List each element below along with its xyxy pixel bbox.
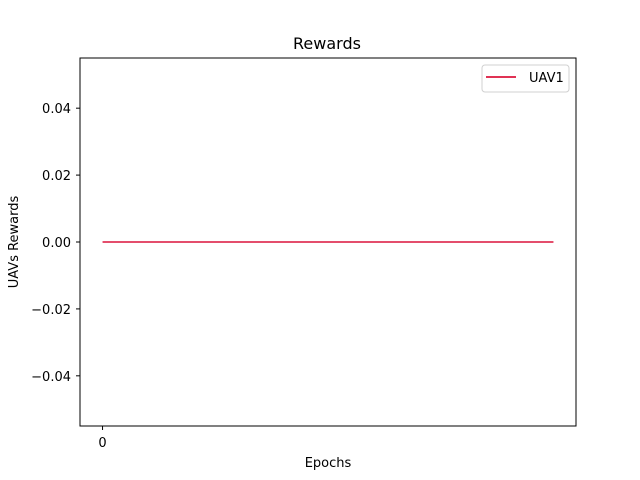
y-tick-label: −0.02 <box>31 303 71 318</box>
y-tick-label: 0.02 <box>42 169 71 184</box>
legend-label-uav1: UAV1 <box>529 71 564 86</box>
chart-title: Rewards <box>293 34 361 53</box>
legend: UAV1 <box>481 64 570 93</box>
y-axis-label: UAVs Rewards <box>7 195 22 288</box>
y-tick-label: −0.04 <box>31 370 71 385</box>
y-tick-label: 0.00 <box>42 236 71 251</box>
y-tick-label: 0.04 <box>42 102 71 117</box>
x-axis-label: Epochs <box>305 456 352 471</box>
x-axis: 0 <box>98 426 107 451</box>
legend-box <box>481 64 570 93</box>
y-axis: −0.04 −0.02 0.00 0.02 0.04 <box>31 102 80 385</box>
x-tick-label: 0 <box>98 436 106 451</box>
